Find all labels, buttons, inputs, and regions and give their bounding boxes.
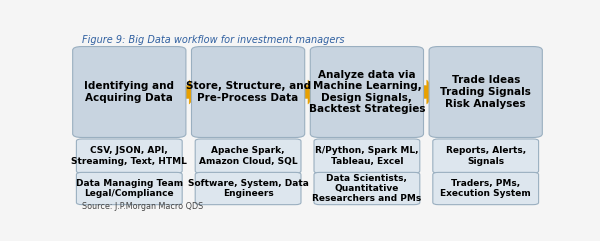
FancyBboxPatch shape bbox=[310, 47, 424, 137]
Text: Data Managing Team
Legal/Compliance: Data Managing Team Legal/Compliance bbox=[76, 179, 183, 198]
Polygon shape bbox=[297, 80, 318, 104]
FancyBboxPatch shape bbox=[195, 139, 301, 173]
Text: Traders, PMs,
Execution System: Traders, PMs, Execution System bbox=[440, 179, 531, 198]
Text: Store, Structure, and
Pre-Process Data: Store, Structure, and Pre-Process Data bbox=[185, 81, 311, 103]
FancyBboxPatch shape bbox=[314, 139, 420, 173]
Text: Identifying and
Acquiring Data: Identifying and Acquiring Data bbox=[84, 81, 174, 103]
FancyBboxPatch shape bbox=[433, 172, 539, 205]
FancyBboxPatch shape bbox=[191, 47, 305, 137]
FancyBboxPatch shape bbox=[429, 47, 542, 137]
FancyBboxPatch shape bbox=[195, 172, 301, 205]
Text: Trade Ideas
Trading Signals
Risk Analyses: Trade Ideas Trading Signals Risk Analyse… bbox=[440, 75, 531, 109]
Text: Source: J.P.Morgan Macro QDS: Source: J.P.Morgan Macro QDS bbox=[82, 202, 203, 211]
Text: Data Scientists,
Quantitative
Researchers and PMs: Data Scientists, Quantitative Researcher… bbox=[312, 174, 422, 203]
Text: R/Python, Spark ML,
Tableau, Excel: R/Python, Spark ML, Tableau, Excel bbox=[315, 146, 419, 166]
Text: Software, System, Data
Engineers: Software, System, Data Engineers bbox=[188, 179, 308, 198]
Text: CSV, JSON, API,
Streaming, Text, HTML: CSV, JSON, API, Streaming, Text, HTML bbox=[71, 146, 187, 166]
Text: Analyze data via
Machine Learning,
Design Signals,
Backtest Strategies: Analyze data via Machine Learning, Desig… bbox=[308, 70, 425, 114]
FancyBboxPatch shape bbox=[433, 139, 539, 173]
Text: Figure 9: Big Data workflow for investment managers: Figure 9: Big Data workflow for investme… bbox=[82, 35, 344, 45]
FancyBboxPatch shape bbox=[73, 47, 186, 137]
FancyBboxPatch shape bbox=[76, 172, 182, 205]
Polygon shape bbox=[416, 80, 437, 104]
FancyBboxPatch shape bbox=[76, 139, 182, 173]
Text: Reports, Alerts,
Signals: Reports, Alerts, Signals bbox=[446, 146, 526, 166]
Text: Apache Spark,
Amazon Cloud, SQL: Apache Spark, Amazon Cloud, SQL bbox=[199, 146, 298, 166]
Polygon shape bbox=[178, 80, 199, 104]
FancyBboxPatch shape bbox=[314, 172, 420, 205]
